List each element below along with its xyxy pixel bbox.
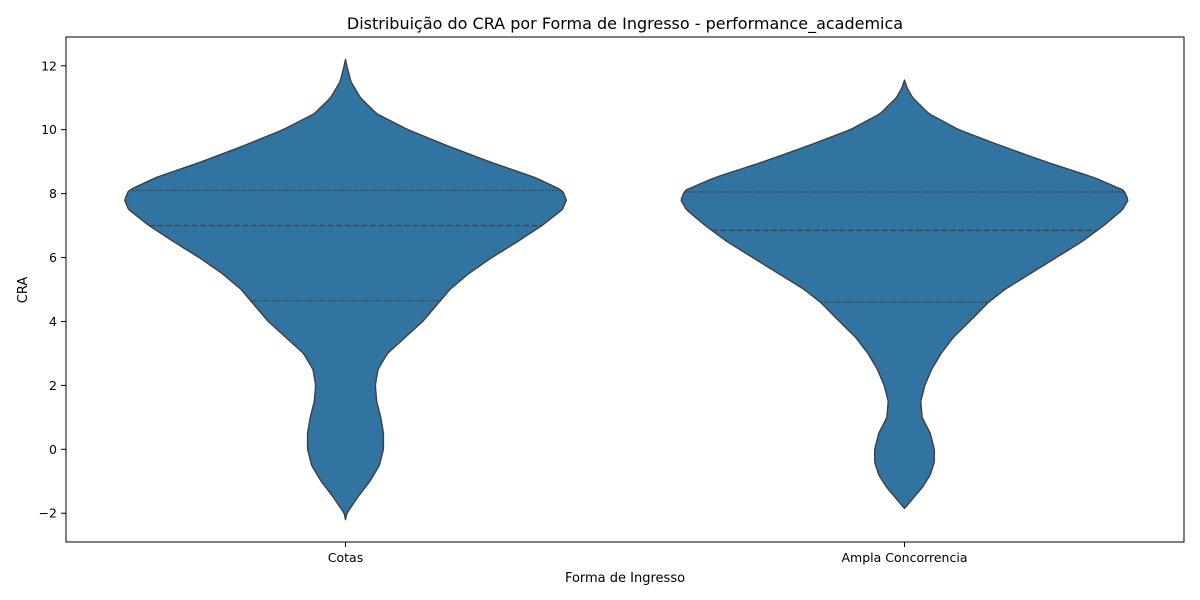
- y-tick-label: 0: [49, 442, 57, 457]
- violin-body: [124, 58, 567, 521]
- y-tick-label: 8: [49, 186, 57, 201]
- y-tick-label: 4: [49, 314, 57, 329]
- x-tick-label: Ampla Concorrencia: [842, 550, 968, 565]
- y-axis-label: CRA: [16, 277, 31, 304]
- y-tick-label: −2: [39, 506, 57, 521]
- violin-body: [680, 79, 1129, 510]
- y-axis: −2 0 2 4 6 8 10 12: [39, 58, 66, 521]
- plot-frame: [65, 36, 1185, 543]
- y-tick-label: 10: [41, 122, 57, 137]
- y-tick-label: 6: [49, 250, 57, 265]
- x-axis: Cotas Ampla Concorrencia: [328, 542, 968, 565]
- chart-title: Distribuição do CRA por Forma de Ingress…: [347, 14, 903, 34]
- violins-layer: [124, 58, 1129, 521]
- x-tick-label: Cotas: [328, 550, 363, 565]
- y-tick-label: 2: [49, 378, 57, 393]
- y-tick-label: 12: [41, 58, 57, 73]
- x-axis-label: Forma de Ingresso: [565, 571, 685, 586]
